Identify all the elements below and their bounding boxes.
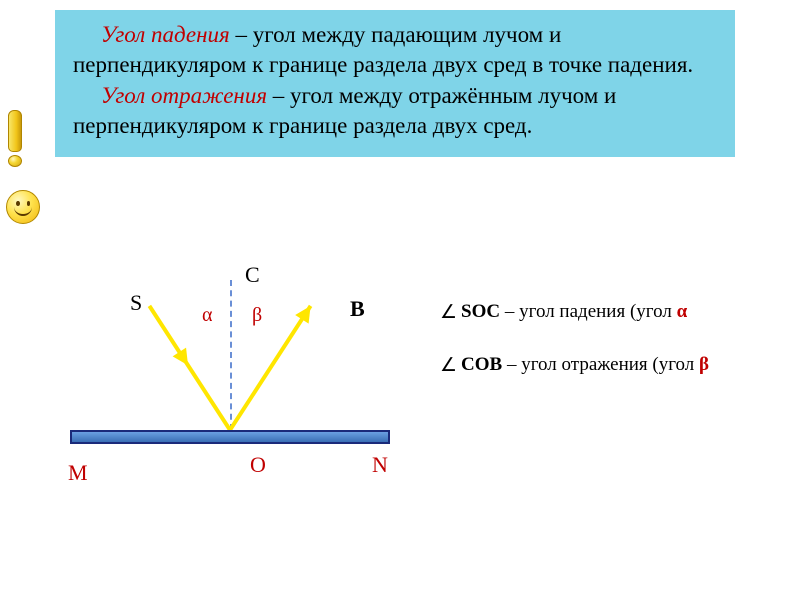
legend-greek-beta: β [699,354,709,375]
legend-code-soc: SOC [461,301,500,322]
label-o: O [250,452,266,478]
angle-icon: ∠ [440,354,457,379]
surface-bar [70,430,390,444]
legend: ∠SOC – угол падения (угол α ∠COB – угол … [440,300,709,405]
smiley-icon [6,190,40,224]
legend-text-1: – угол падения (угол [500,301,676,322]
definition-reflection: Угол отражения – угол между отражённым л… [73,81,717,142]
legend-row-reflection: ∠COB – угол отражения (угол β [440,353,709,378]
label-m: M [68,460,88,486]
angle-icon: ∠ [440,301,457,326]
label-beta: β [252,304,262,327]
reflection-diagram: S C B O M N α β [60,260,420,490]
label-b: B [350,296,365,322]
definition-box: Угол падения – угол между падающим лучом… [55,10,735,157]
exclamation-icon [8,110,26,170]
legend-text-2: – угол отражения (угол [502,354,699,375]
perpendicular-line [230,280,232,430]
label-n: N [372,452,388,478]
legend-code-cob: COB [461,354,502,375]
legend-row-incidence: ∠SOC – угол падения (угол α [440,300,709,325]
term-incidence: Угол падения [101,22,230,47]
term-reflection: Угол отражения [101,83,267,108]
legend-greek-alpha: α [677,301,688,322]
label-alpha: α [202,304,212,327]
label-s: S [130,290,142,316]
label-c: C [245,262,260,288]
definition-incidence: Угол падения – угол между падающим лучом… [73,20,717,81]
